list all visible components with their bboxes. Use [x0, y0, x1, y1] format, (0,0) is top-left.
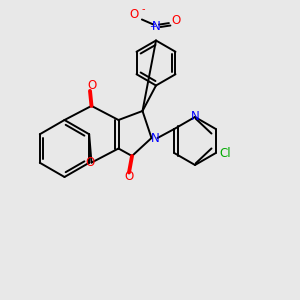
Text: +: + — [149, 22, 156, 31]
Text: O: O — [124, 170, 134, 184]
Text: N: N — [151, 131, 160, 145]
Text: O: O — [85, 156, 94, 169]
Text: N: N — [152, 20, 160, 34]
Text: O: O — [87, 79, 96, 92]
Text: O: O — [129, 8, 138, 22]
Text: O: O — [172, 14, 181, 27]
Text: N: N — [190, 110, 200, 124]
Text: -: - — [141, 4, 145, 14]
Text: Cl: Cl — [219, 146, 231, 160]
